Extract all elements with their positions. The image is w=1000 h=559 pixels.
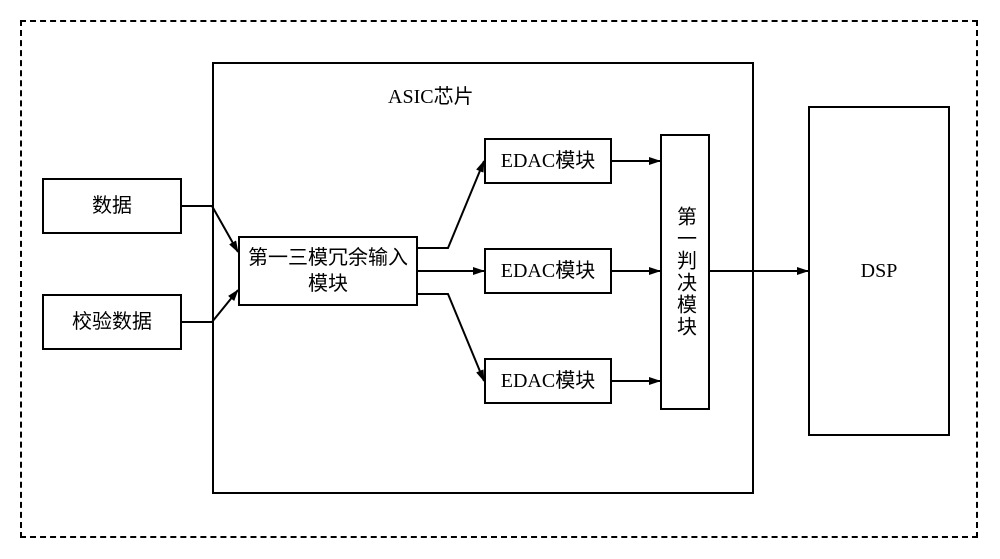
dsp-box: DSP [808,106,950,436]
judge-box: 第一判决模块 [660,134,710,410]
edac-box-3: EDAC模块 [484,358,612,404]
edac-label-3: EDAC模块 [501,368,595,394]
edac-box-1: EDAC模块 [484,138,612,184]
edac-box-2: EDAC模块 [484,248,612,294]
edac-label-1: EDAC模块 [501,148,595,174]
tmr-input-label: 第一三模冗余输入模块 [240,245,416,297]
diagram-canvas: ASIC芯片 数据 校验数据 第一三模冗余输入模块 EDAC模块 EDAC模块 … [0,0,1000,559]
dsp-box-label: DSP [861,258,898,284]
asic-title: ASIC芯片 [388,80,474,109]
edac-label-2: EDAC模块 [501,258,595,284]
tmr-input-box: 第一三模冗余输入模块 [238,236,418,306]
judge-box-label: 第一判决模块 [671,206,700,338]
data-box-label: 数据 [92,193,132,219]
data-box: 数据 [42,178,182,234]
check-data-box-label: 校验数据 [72,309,152,335]
check-data-box: 校验数据 [42,294,182,350]
